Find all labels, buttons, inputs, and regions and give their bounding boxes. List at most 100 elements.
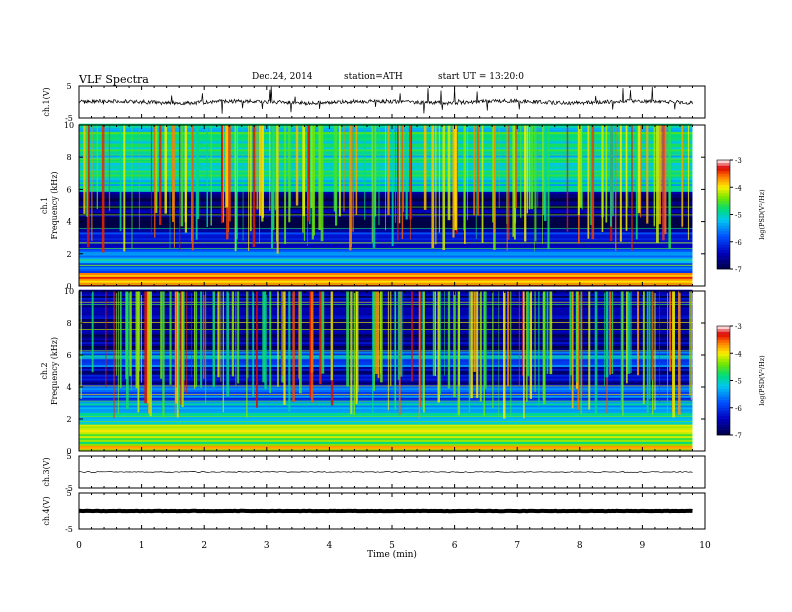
sferic-burst bbox=[292, 291, 295, 402]
colorbar-segment bbox=[717, 211, 730, 215]
spectrogram-band bbox=[79, 364, 693, 368]
colorbar-tick-label: -6 bbox=[735, 405, 742, 413]
sferic-burst bbox=[162, 291, 165, 418]
colorbar-segment bbox=[717, 391, 730, 395]
sferic-burst bbox=[571, 291, 574, 409]
colorbar-segment bbox=[717, 342, 730, 346]
colorbar-segment bbox=[717, 173, 730, 177]
sferic-burst bbox=[444, 291, 445, 376]
sferic-burst bbox=[256, 291, 258, 408]
sferic-burst bbox=[250, 125, 252, 232]
sferic-burst bbox=[159, 125, 162, 225]
sferic-burst bbox=[371, 125, 373, 243]
spectrogram-line bbox=[79, 393, 693, 395]
x-tick-label: 7 bbox=[514, 541, 520, 551]
spectrogram-band bbox=[79, 307, 693, 310]
sferic-burst bbox=[274, 125, 277, 211]
spectrogram-band bbox=[79, 295, 693, 298]
sferic-burst bbox=[437, 291, 440, 403]
sferic-burst bbox=[252, 291, 255, 398]
colorbar-segment bbox=[717, 345, 730, 349]
x-tick-label: 3 bbox=[264, 541, 270, 551]
spectrogram-band bbox=[79, 324, 693, 327]
sferic-burst bbox=[299, 291, 302, 394]
sferic-burst bbox=[191, 291, 193, 378]
spectrogram-band bbox=[79, 431, 693, 435]
spectrogram-line bbox=[79, 322, 693, 323]
sferic-burst bbox=[318, 125, 321, 231]
sferic-burst bbox=[115, 291, 117, 376]
sferic-burst bbox=[288, 125, 291, 208]
sferic-burst bbox=[172, 125, 175, 211]
sferic-burst bbox=[523, 291, 525, 419]
sferic-burst bbox=[284, 125, 287, 244]
sferic-burst bbox=[457, 291, 461, 416]
sferic-burst bbox=[481, 125, 484, 244]
colorbar-segment bbox=[717, 369, 730, 373]
spectrogram-line bbox=[79, 357, 693, 359]
sferic-burst bbox=[373, 291, 376, 391]
sferic-burst bbox=[343, 125, 345, 212]
sferic-burst bbox=[619, 125, 622, 242]
colorbar-segment bbox=[717, 350, 730, 354]
sferic-burst bbox=[627, 291, 630, 374]
sferic-burst bbox=[651, 291, 653, 381]
sferic-burst bbox=[590, 125, 592, 226]
sferic-burst bbox=[338, 125, 341, 217]
spectrogram-band bbox=[79, 362, 693, 366]
sferic-burst bbox=[312, 125, 315, 236]
colorbar-tick-label: -4 bbox=[735, 350, 742, 358]
sferic-burst bbox=[411, 291, 413, 382]
sferic-burst bbox=[646, 125, 649, 224]
sferic-burst bbox=[611, 125, 614, 217]
x-tick-label: 10 bbox=[699, 541, 711, 551]
sferic-burst bbox=[678, 291, 681, 415]
spectrogram-band bbox=[79, 229, 693, 233]
sferic-burst bbox=[176, 291, 179, 418]
start-time-label: start UT = 13:20:0 bbox=[438, 72, 524, 82]
sferic-burst bbox=[191, 125, 193, 242]
sferic-burst bbox=[146, 291, 150, 403]
spectrogram-band bbox=[79, 335, 693, 339]
spectrogram-band bbox=[79, 239, 693, 243]
sferic-burst bbox=[330, 291, 333, 381]
sferic-burst bbox=[380, 291, 383, 383]
colorbar-segment bbox=[717, 326, 730, 330]
spectrogram-band bbox=[79, 395, 693, 398]
y-tick-label: 8 bbox=[66, 153, 71, 162]
sferic-burst bbox=[217, 291, 220, 378]
sferic-burst bbox=[580, 291, 582, 414]
colorbar-segment bbox=[717, 385, 730, 389]
sferic-burst bbox=[288, 291, 291, 412]
sferic-burst bbox=[180, 125, 184, 227]
sferic-burst bbox=[479, 291, 482, 402]
sferic-burst bbox=[476, 125, 480, 216]
spectrogram-band bbox=[79, 360, 693, 364]
sferic-burst bbox=[527, 291, 530, 377]
spectrogram-band bbox=[79, 339, 693, 343]
spectrogram-band bbox=[79, 282, 693, 285]
colorbar-segment bbox=[717, 263, 730, 267]
sferic-burst bbox=[126, 291, 129, 410]
sferic-burst bbox=[526, 291, 528, 402]
spectrogram-band bbox=[79, 410, 693, 414]
sferic-burst bbox=[422, 291, 425, 413]
y-tick-label: 2 bbox=[66, 250, 71, 259]
no-data-region bbox=[692, 291, 705, 451]
sferic-burst bbox=[101, 125, 105, 253]
spectrogram-band bbox=[79, 272, 693, 275]
spectrogram-band bbox=[79, 406, 693, 410]
sferic-burst bbox=[119, 125, 122, 232]
spectrogram-band bbox=[79, 374, 693, 377]
sferic-burst bbox=[622, 291, 624, 416]
sferic-burst bbox=[463, 125, 466, 231]
sferic-burst bbox=[512, 125, 515, 237]
spectrogram-band bbox=[79, 416, 693, 419]
spectrogram-band bbox=[79, 353, 693, 356]
spectrogram-line bbox=[79, 242, 693, 244]
sferic-burst bbox=[169, 291, 172, 385]
spectrogram-line bbox=[79, 355, 693, 357]
sferic-burst bbox=[530, 125, 534, 210]
spectrogram-band bbox=[79, 262, 693, 266]
sferic-burst bbox=[579, 125, 582, 208]
